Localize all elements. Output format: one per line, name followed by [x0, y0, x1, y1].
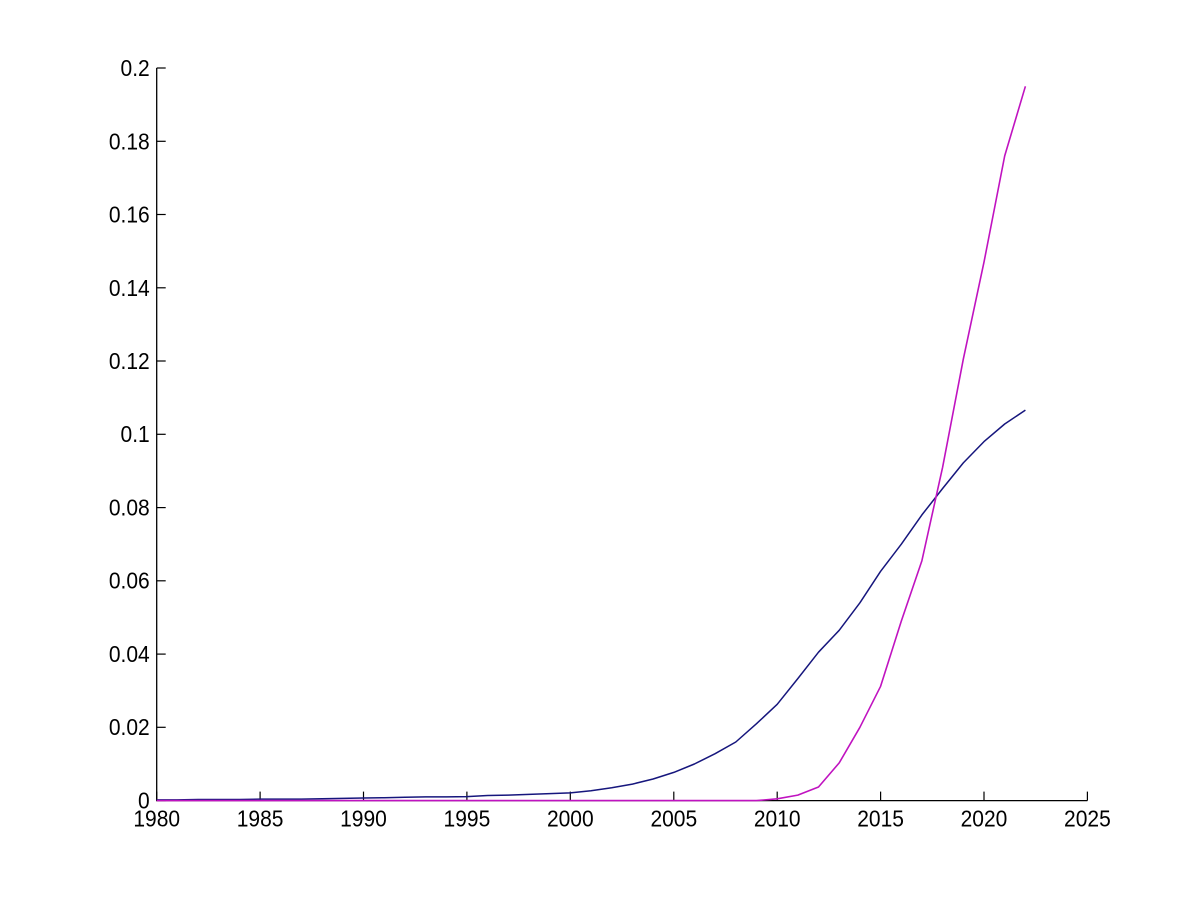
svg-text:1990: 1990 — [340, 806, 387, 832]
svg-text:1985: 1985 — [237, 806, 284, 832]
svg-text:0.04: 0.04 — [109, 641, 150, 667]
svg-text:0: 0 — [138, 788, 150, 814]
svg-text:0.16: 0.16 — [109, 201, 150, 227]
svg-text:0.2: 0.2 — [121, 55, 150, 81]
svg-text:1995: 1995 — [444, 806, 491, 832]
svg-text:2010: 2010 — [754, 806, 801, 832]
svg-text:0.02: 0.02 — [109, 714, 150, 740]
svg-text:2005: 2005 — [650, 806, 697, 832]
svg-text:2015: 2015 — [857, 806, 904, 832]
svg-text:0.12: 0.12 — [109, 348, 150, 374]
svg-text:2020: 2020 — [961, 806, 1008, 832]
svg-text:1980: 1980 — [133, 806, 180, 832]
svg-text:0.14: 0.14 — [109, 275, 150, 301]
svg-text:2000: 2000 — [547, 806, 594, 832]
svg-text:0.08: 0.08 — [109, 495, 150, 521]
svg-text:0.1: 0.1 — [121, 421, 150, 447]
svg-text:2025: 2025 — [1064, 806, 1111, 832]
svg-text:0.06: 0.06 — [109, 568, 150, 594]
svg-text:0.18: 0.18 — [109, 128, 150, 154]
